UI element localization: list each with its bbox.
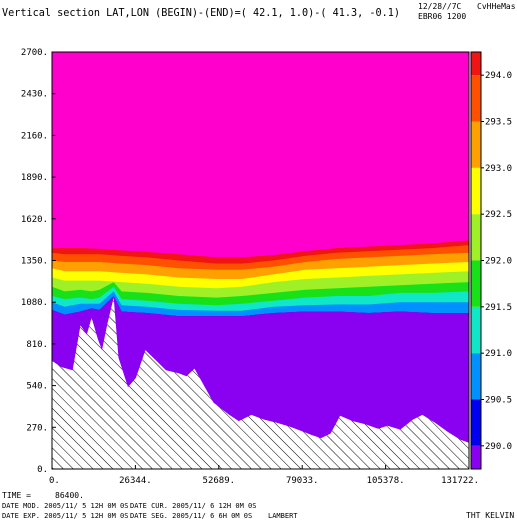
colorbar-swatch [471,75,481,122]
y-tick-label: 270. [26,423,48,433]
colorbar-swatch [471,445,481,469]
colorbar-label: 290.5 [485,396,512,406]
terrain-hatched [52,297,469,469]
x-tick-label: 0. [49,476,60,486]
date-exp: DATE EXP. 2005/11/ 5 12H 0M 0S [2,512,128,520]
date-mod: DATE MOD. 2005/11/ 5 12H 0M 0S [2,502,128,510]
y-tick-label: 1350. [21,257,48,267]
colorbar: 290.0 290.5 291.0 291.5 292.0 292.5 293.0 293.5… [470,51,512,470]
x-tick-label: 79033. [286,476,319,486]
colorbar-swatch [471,399,481,446]
plot-area [52,52,469,469]
y-tick-label: 0. [37,465,48,475]
terrain-layer [52,297,469,469]
colorbar-label: 290.0 [485,442,512,452]
y-tick-label: 810. [26,340,48,350]
y-tick-label: 1080. [21,298,48,308]
x-tick-label: 26344. [119,476,152,486]
projection-label: LAMBERT [268,512,298,520]
date-stamp: 12/28//7C [418,2,462,11]
y-tick-label: 1890. [21,173,48,183]
colorbar-swatch [471,260,481,307]
figure-title: Vertical section LAT,LON (BEGIN)-(END)=(… [2,6,400,19]
y-tick-label: 2430. [21,90,48,100]
experiment-label: EBR06 1200 [418,12,466,21]
colorbar-label: 292.0 [485,257,512,267]
date-cur: DATE CUR. 2005/11/ 6 12H 0M 0S [130,502,256,510]
colorbar-label: 293.0 [485,164,512,174]
y-tick-label: 1620. [21,215,48,225]
x-tick-label: 131722. [441,476,479,486]
colorbar-swatch [471,121,481,168]
y-tick-label: 2700. [21,48,48,58]
variable-label: THT KELVIN [466,511,514,520]
colorbar-label: 293.5 [485,118,512,128]
colorbar-swatch [471,306,481,354]
colorbar-label: 291.5 [485,303,512,313]
time-label: TIME = [2,491,31,500]
axes-ticks: 0. 270. 540. 810. 1080. 1350. 1620. 1890. 2160. 2… [21,48,479,486]
colorbar-label: 294.0 [485,71,512,81]
colorbar-swatch [471,214,481,261]
colorbar-swatch [471,353,481,400]
time-value: 86400. [55,491,84,500]
x-tick-label: 52689. [203,476,236,486]
colorbar-swatch [471,167,481,215]
author-label: CvHHeMas [477,2,516,11]
y-tick-label: 2160. [21,131,48,141]
colorbar-label: 291.0 [485,349,512,359]
y-tick-label: 540. [26,382,48,392]
x-tick-label: 105378. [367,476,405,486]
colorbar-swatch [471,52,481,76]
colorbar-label: 292.5 [485,210,512,220]
date-seg: DATE SEG. 2005/11/ 6 6H 0M 0S [130,512,252,520]
